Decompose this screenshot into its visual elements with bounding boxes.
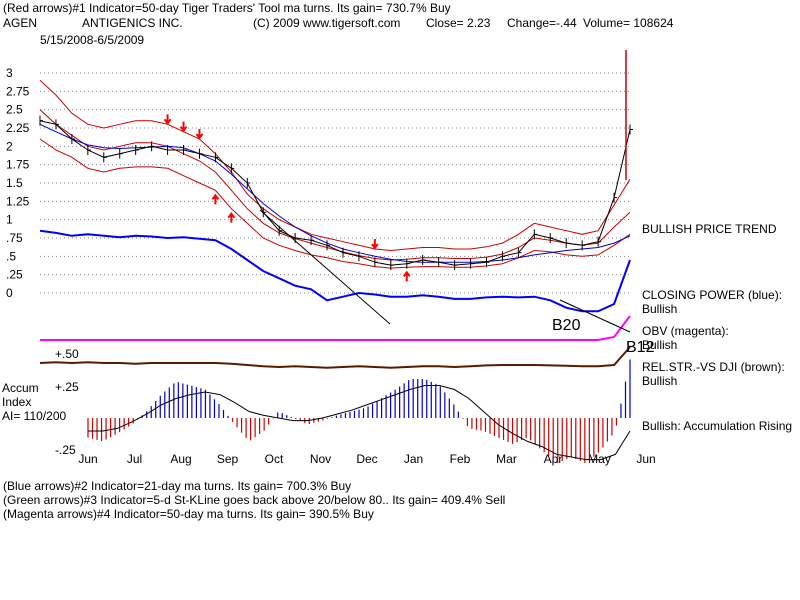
- month-label: Sep: [217, 452, 239, 466]
- price-line: [39, 120, 631, 266]
- symbol-label: AGEN: [3, 16, 38, 30]
- relstr-annotation: REL.STR.-VS DJI (brown):: [642, 360, 785, 374]
- indicator-2-title: (Blue arrows)#2 Indicator=21-day ma turn…: [3, 479, 352, 493]
- sell-arrow-icon: [179, 121, 188, 133]
- volume-label: Volume= 108624: [583, 16, 674, 30]
- accum-title: Accum: [2, 381, 39, 395]
- ai-label: AI= 110/200: [2, 409, 67, 423]
- month-label: Jun: [78, 452, 97, 466]
- b20-signal: B20: [552, 317, 581, 334]
- date-range-label: 5/15/2008-6/5/2009: [40, 33, 145, 47]
- month-label: Dec: [356, 452, 377, 466]
- month-label: Nov: [310, 452, 331, 466]
- y-tick-label: 1.5: [6, 176, 23, 190]
- indicator-3-title: (Green arrows)#3 Indicator=5-d St-KLine …: [3, 493, 506, 507]
- y-tick-label: 2: [6, 139, 13, 153]
- month-label: Jun: [636, 452, 655, 466]
- sell-arrow-icon: [163, 114, 172, 125]
- indicator-1-title: (Red arrows)#1 Indicator=50-day Tiger Tr…: [3, 1, 451, 15]
- accum-tick-plus50: +.50: [55, 347, 79, 361]
- trendline: [259, 209, 391, 325]
- middle-band-line: [39, 109, 631, 261]
- buy-arrow-icon: [227, 212, 236, 223]
- company-label: ANTIGENICS INC.: [82, 16, 183, 30]
- accum-ma-line: [88, 385, 631, 461]
- relstr-status: Bullish: [642, 374, 678, 388]
- y-tick-label: 1: [6, 213, 13, 227]
- upper-band-line: [39, 79, 631, 252]
- sell-arrow-icon: [195, 129, 204, 140]
- obv-annotation: OBV (magenta):: [642, 324, 729, 338]
- month-label: Oct: [265, 452, 284, 466]
- accum-annotation: Bullish: Accumulation Rising: [642, 419, 793, 433]
- accum-tick-minus25: -.25: [55, 443, 76, 457]
- month-label: Feb: [450, 452, 471, 466]
- obv-status: Bullish: [642, 338, 678, 352]
- index-title: Index: [2, 395, 32, 409]
- trend-annotation: BULLISH PRICE TREND: [642, 222, 777, 236]
- obv-line: [40, 315, 631, 341]
- lower-band-line: [39, 138, 631, 269]
- change-label: Change=-.44: [507, 16, 577, 30]
- y-tick-label: 2.5: [6, 103, 23, 117]
- closing-power-status: Bullish: [642, 302, 678, 316]
- moving-average-line: [39, 123, 631, 263]
- b12-signal: B12: [626, 339, 655, 356]
- trendline: [559, 299, 631, 333]
- accum-tick-plus25: +.25: [55, 380, 79, 394]
- buy-arrow-icon: [402, 270, 411, 282]
- buy-arrow-icon: [211, 193, 220, 205]
- closing-power-annotation: CLOSING POWER (blue):: [642, 288, 783, 302]
- y-tick-label: 1.25: [6, 194, 30, 208]
- close-label: Close= 2.23: [426, 16, 491, 30]
- relstr-line: [39, 346, 631, 369]
- month-label: Jul: [127, 452, 142, 466]
- month-label: Mar: [496, 452, 517, 466]
- month-label: Aug: [170, 452, 191, 466]
- sell-arrow-icon: [371, 239, 379, 250]
- y-tick-label: 1.75: [6, 158, 30, 172]
- copyright-label: (C) 2009 www.tigersoft.com: [253, 16, 401, 30]
- y-tick-label: .25: [6, 268, 23, 282]
- y-tick-label: .75: [6, 231, 23, 245]
- closing-power-line: [39, 229, 631, 313]
- y-tick-label: 2.75: [6, 84, 30, 98]
- month-label: Jan: [404, 452, 423, 466]
- y-tick-label: 2.25: [6, 121, 30, 135]
- y-tick-label: 3: [6, 66, 13, 80]
- month-label: May: [588, 452, 611, 466]
- y-tick-label: .5: [6, 249, 16, 263]
- indicator-4-title: (Magenta arrows)#4 Indicator=50-day ma t…: [3, 507, 374, 521]
- y-tick-label: 0: [6, 286, 13, 300]
